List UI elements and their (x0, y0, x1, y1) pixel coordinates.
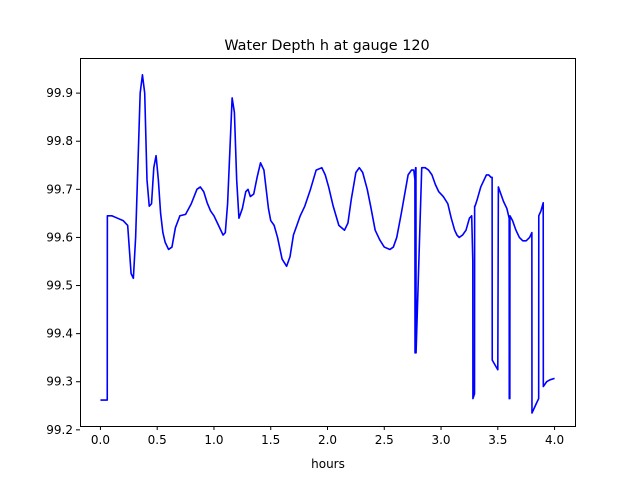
x-tick-label: 2.0 (318, 433, 337, 447)
x-tick-label: 2.5 (375, 433, 394, 447)
x-axis: 0.0 0.5 1.0 1.5 2.0 2.5 3.0 3.5 4.0 (91, 426, 564, 447)
series-line-0 (100, 74, 555, 414)
x-tick-label: 1.0 (204, 433, 223, 447)
y-tick-label: 99.6 (46, 230, 73, 244)
y-tick-label: 99.4 (46, 327, 73, 341)
y-axis: 99.2 99.3 99.4 99.5 99.6 99.7 99.8 99.9 (46, 86, 80, 437)
y-tick-label: 99.5 (46, 279, 73, 293)
plot-area (100, 74, 555, 414)
y-tick-label: 99.2 (46, 423, 73, 437)
y-tick-label: 99.3 (46, 375, 73, 389)
y-tick-label: 99.8 (46, 134, 73, 148)
x-tick-label: 3.0 (431, 433, 450, 447)
x-tick-label: 0.5 (148, 433, 167, 447)
chart-title: Water Depth h at gauge 120 (224, 38, 429, 54)
x-tick-label: 0.0 (91, 433, 110, 447)
x-tick-label: 1.5 (261, 433, 280, 447)
x-tick-label: 3.5 (488, 433, 507, 447)
x-axis-label: hours (311, 457, 345, 471)
x-tick-label: 4.0 (545, 433, 564, 447)
y-tick-label: 99.9 (46, 86, 73, 100)
y-tick-label: 99.7 (46, 182, 73, 196)
